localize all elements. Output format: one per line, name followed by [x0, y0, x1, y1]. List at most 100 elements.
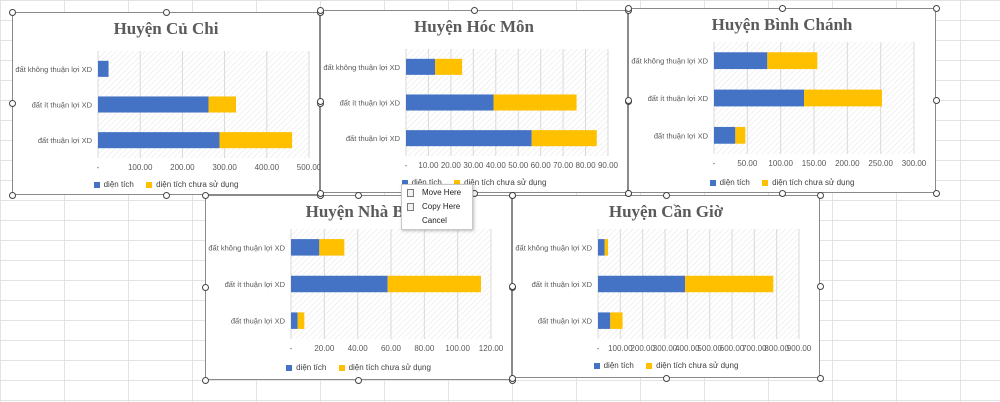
resize-handle[interactable] [8, 100, 16, 107]
y-category-label: đất không thuận lợi XD [515, 243, 592, 252]
resize-handle[interactable] [932, 189, 940, 197]
resize-handle[interactable] [816, 374, 824, 382]
x-tick-label: 400.00 [255, 163, 280, 172]
resize-handle[interactable] [470, 6, 478, 14]
x-tick-label: 100.00 [608, 344, 633, 353]
x-tick-label: 10.00 [418, 161, 439, 170]
resize-handle[interactable] [778, 189, 786, 197]
resize-handle[interactable] [355, 191, 362, 199]
x-tick-label: - [597, 344, 600, 353]
chart-can-gio[interactable]: Huyện Cần Giờ -100.00 200.00 300.00 400.00 5… [512, 195, 820, 378]
y-category-label: đất không thuận lợi XD [208, 243, 285, 252]
resize-handle[interactable] [778, 4, 786, 12]
legend-label: diện tích [411, 178, 442, 187]
resize-handle[interactable] [508, 374, 516, 382]
legend-swatch [593, 362, 600, 369]
legend-swatch [454, 179, 461, 186]
bar-dien-tich-chua-su-dung [319, 239, 345, 256]
y-category-label: đất ít thuận lợi XD [648, 94, 709, 103]
resize-handle[interactable] [316, 98, 324, 105]
resize-handle[interactable] [624, 189, 632, 197]
resize-handle[interactable] [508, 283, 516, 290]
bar-dien-tich [291, 312, 298, 329]
legend-swatch [146, 181, 153, 188]
x-tick-label: 100.00 [445, 344, 470, 353]
chart-nha-be[interactable]: Huyện Nhà Bè - 20.00 40.00 60.00 80.00 100.00… [205, 195, 512, 380]
resize-handle[interactable] [662, 374, 670, 382]
x-tick-label: 300.00 [653, 344, 678, 353]
x-tick-label: 60.00 [531, 161, 552, 170]
bar-dien-tich [98, 96, 209, 113]
x-tick-label: - [405, 161, 408, 170]
resize-handle[interactable] [201, 376, 209, 384]
resize-handle[interactable] [508, 191, 516, 199]
y-category-label: đất ít thuận lợi XD [225, 280, 286, 289]
chart-cu-chi[interactable]: Huyện Củ Chi - 100.00 200.00 300.00 400.00 50… [12, 12, 321, 195]
bar-dien-tich [714, 126, 736, 144]
bar-dien-tich-chua-su-dung [804, 89, 882, 107]
resize-handle[interactable] [816, 283, 824, 290]
bar-dien-tich-chua-su-dung [387, 275, 481, 293]
x-tick-label: 90.00 [598, 161, 619, 170]
legend-label: diện tích [103, 180, 134, 189]
legend-item-series1: diện tích [286, 363, 326, 372]
x-tick-label: 60.00 [381, 344, 402, 353]
resize-handle[interactable] [816, 191, 824, 199]
resize-handle[interactable] [162, 191, 170, 199]
legend-label: diện tích [719, 178, 750, 187]
resize-handle[interactable] [624, 97, 632, 104]
resize-handle[interactable] [355, 376, 362, 384]
legend-swatch [286, 364, 293, 371]
context-menu: Move Here Copy Here Cancel [401, 184, 473, 230]
chart-plot: - 10.00 20.00 30.00 40.00 50.00 60.00 70.00 80.0… [323, 49, 619, 170]
move-icon [407, 189, 414, 197]
resize-handle[interactable] [201, 284, 209, 291]
chart-plot: - 100.00 200.00 300.00 400.00 500.00 đất không… [15, 51, 321, 172]
chart-legend: diện tích diện tích chưa sử dụng [13, 180, 319, 189]
menu-item-label: Copy Here [422, 202, 461, 211]
menu-item-cancel[interactable]: Cancel [402, 214, 472, 228]
chart-binh-chanh[interactable]: Huyện Bình Chánh - 50.00 100.00 150.00 200.0… [628, 8, 936, 193]
chart-hoc-mon[interactable]: Huyện Hóc Môn - 10.00 20.00 30.00 40.00 50.00… [320, 10, 628, 193]
resize-handle[interactable] [662, 191, 670, 199]
bar-dien-tich [291, 275, 388, 293]
chart-legend: diện tích diện tích chưa sử dụng [321, 178, 627, 187]
resize-handle[interactable] [8, 191, 16, 199]
bar-dien-tich [98, 60, 109, 77]
x-tick-label: - [713, 159, 716, 168]
x-tick-label: 70.00 [553, 161, 574, 170]
menu-item-label: Cancel [422, 216, 447, 225]
legend-item-series2: diện tích chưa sử dụng [146, 180, 238, 189]
chart-title: Huyện Nhà Bè [305, 202, 412, 221]
chart-legend: diện tích diện tích chưa sử dụng [206, 363, 511, 372]
resize-handle[interactable] [624, 4, 632, 12]
resize-handle[interactable] [162, 8, 170, 16]
legend-swatch [401, 179, 408, 186]
x-tick-label: 400.00 [675, 344, 700, 353]
chart-legend: diện tích diện tích chưa sử dụng [629, 178, 935, 187]
bar-dien-tich-chua-su-dung [767, 52, 818, 70]
resize-handle[interactable] [932, 4, 940, 12]
legend-label: diện tích [603, 361, 634, 370]
legend-item-series2: diện tích chưa sử dụng [646, 361, 738, 370]
bar-dien-tich-chua-su-dung [735, 126, 746, 144]
menu-item-move-here[interactable]: Move Here [402, 186, 472, 200]
chart-title: Huyện Cần Giờ [608, 202, 724, 221]
x-tick-label: 50.00 [508, 161, 529, 170]
resize-handle[interactable] [8, 8, 16, 16]
y-category-label: đất ít thuận lợi XD [340, 99, 401, 108]
bar-dien-tich-chua-su-dung [604, 239, 609, 256]
resize-handle[interactable] [201, 191, 209, 199]
x-tick-label: 20.00 [441, 161, 462, 170]
x-tick-label: 100.00 [768, 159, 793, 168]
chart-title: Huyện Bình Chánh [711, 15, 853, 34]
x-tick-label: 100.00 [128, 163, 153, 172]
legend-label: diện tích chưa sử dụng [464, 178, 547, 187]
resize-handle[interactable] [316, 6, 324, 14]
resize-handle[interactable] [932, 97, 940, 104]
menu-item-copy-here[interactable]: Copy Here [402, 200, 472, 214]
menu-item-label: Move Here [422, 188, 462, 197]
resize-handle[interactable] [316, 189, 324, 197]
x-tick-label: 50.00 [737, 159, 758, 168]
chart-title: Huyện Hóc Môn [414, 17, 534, 36]
